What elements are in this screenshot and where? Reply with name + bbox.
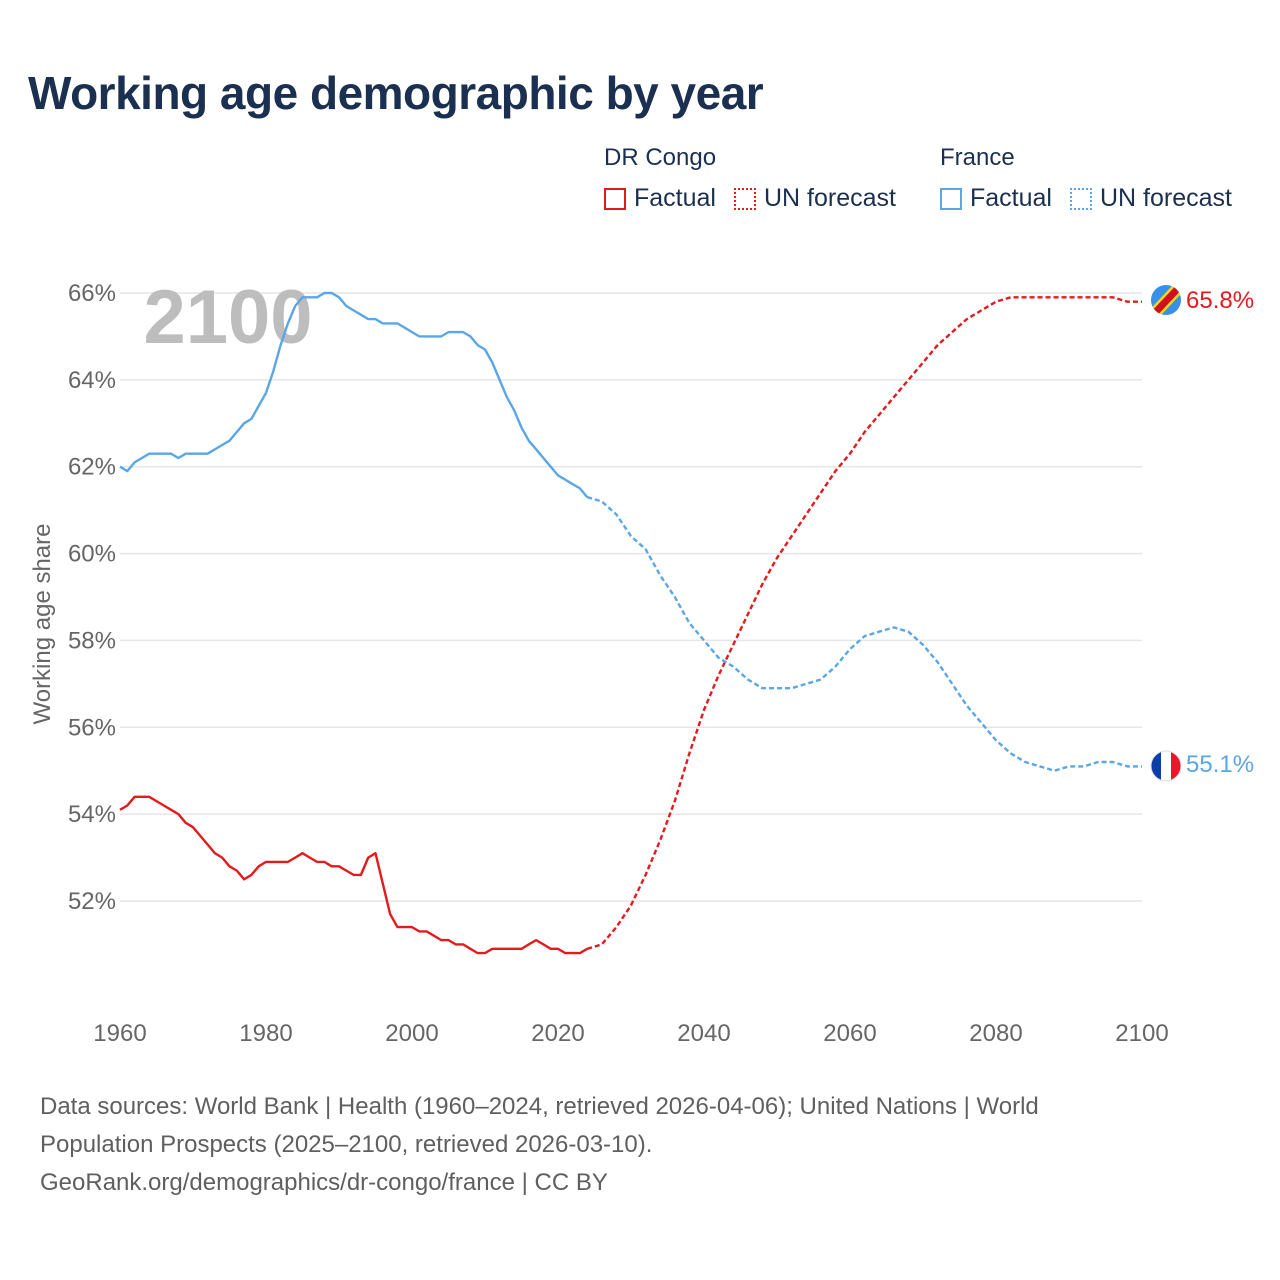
legend-group-france: France Factual UN forecast: [940, 144, 1232, 213]
x-tick-label: 2020: [531, 1020, 584, 1047]
series-line-france-forecast: [586, 495, 1142, 772]
footer-sources: Data sources: World Bank | Health (1960–…: [40, 1088, 1220, 1202]
grid: [120, 292, 1142, 902]
legend-group-dr-congo: DR Congo Factual UN forecast: [604, 144, 914, 213]
legend-country-dr-congo: DR Congo: [604, 144, 717, 171]
x-tick-label: 2000: [385, 1020, 438, 1047]
footer-line: Population Prospects (2025–2100, retriev…: [40, 1131, 653, 1158]
legend-swatch-solid: [604, 187, 626, 210]
footer-link[interactable]: GeoRank.org/demographics/dr-congo/france…: [40, 1169, 608, 1196]
footer-line: Data sources: World Bank | Health (1960–…: [40, 1093, 1039, 1120]
x-tick-label: 2080: [969, 1020, 1022, 1047]
end-label-france: 55.1%: [1186, 751, 1254, 778]
series-line-dr-congo-factual: [119, 795, 588, 955]
x-tick-label: 2100: [1115, 1020, 1168, 1047]
line-chart: 2100 52% 54% 56% 58% 60% 62% 64% 66% 1960 1980 20…: [29, 275, 1254, 1047]
end-label-dr-congo: 65.8%: [1186, 287, 1254, 314]
series-line-france-factual: [119, 291, 589, 498]
flag-france: [1150, 750, 1182, 782]
y-axis-label: Working age share: [29, 524, 56, 725]
legend-country-france: France: [940, 144, 1015, 171]
x-tick-label: 2040: [677, 1020, 730, 1047]
legend-item-dr-congo-forecast[interactable]: UN forecast: [733, 184, 896, 213]
y-tick-label: 54%: [68, 801, 116, 828]
y-tick-label: 66%: [68, 280, 116, 307]
y-tick-label: 64%: [68, 367, 116, 394]
chart-title: Working age demographic by year: [28, 67, 764, 119]
legend-item-dr-congo-factual[interactable]: Factual: [604, 184, 716, 213]
y-tick-label: 52%: [68, 888, 116, 915]
legend-item-france-forecast[interactable]: UN forecast: [1069, 184, 1232, 213]
y-tick-label: 58%: [68, 627, 116, 654]
legend-label: Factual: [634, 184, 716, 212]
legend-swatch-dotted: [1069, 187, 1092, 210]
x-axis: 1960 1980 2000 2020 2040 2060 2080 2100: [93, 1020, 1168, 1047]
legend-item-france-factual[interactable]: Factual: [940, 184, 1052, 213]
legend-label: Factual: [970, 184, 1052, 212]
y-axis: 52% 54% 56% 58% 60% 62% 64% 66%: [68, 280, 116, 915]
year-watermark: 2100: [143, 275, 312, 360]
y-tick-label: 60%: [68, 541, 116, 568]
legend-swatch-solid: [940, 187, 962, 210]
flag-dr-congo: [1151, 285, 1181, 315]
x-tick-label: 1960: [93, 1020, 146, 1047]
legend-label: UN forecast: [1099, 184, 1232, 212]
series-line-dr-congo-forecast: [586, 296, 1142, 950]
x-tick-label: 1980: [239, 1020, 292, 1047]
x-tick-label: 2060: [823, 1020, 876, 1047]
legend-label: UN forecast: [763, 184, 896, 212]
series: [119, 291, 1142, 955]
legend-swatch-dotted: [733, 187, 756, 210]
y-tick-label: 56%: [68, 714, 116, 741]
y-tick-label: 62%: [68, 454, 116, 481]
